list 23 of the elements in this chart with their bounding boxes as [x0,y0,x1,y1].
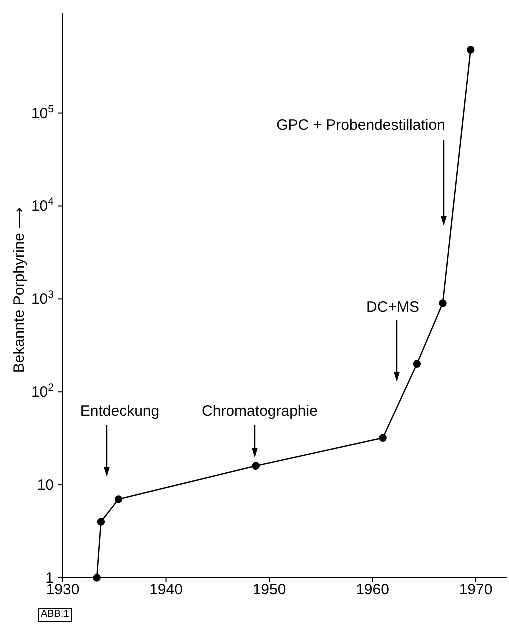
y-tick-label: 10$^{2}$ [31,382,54,402]
y-tick-label: 10$^{5}$ [31,103,54,122]
point [467,46,475,54]
point [379,434,387,442]
annotation: GPC + Probendestillation [276,117,446,134]
point [97,518,106,526]
caption: ABB.1 [38,608,72,622]
y-tick-label: 10$^{4}$ [31,196,54,216]
point [93,574,101,582]
point [114,496,123,504]
y-tick-label: 10 [37,477,54,494]
point [252,462,260,470]
y-tick-label: 10$^{3}$ [31,289,54,308]
x-tick-label: 1960 [356,582,390,599]
x-tick-label: 1940 [150,582,183,599]
y-axis-title: Bekannte Porphyrine ⟶ [11,206,28,374]
x-tick-label: 1970 [459,582,493,599]
x-tick-label: 1950 [252,582,286,599]
annotation: Entdeckung [80,403,160,420]
annotation: Chromatographie [202,403,318,420]
annotation: DC+MS [366,299,420,316]
point [413,360,422,368]
point [439,300,447,308]
